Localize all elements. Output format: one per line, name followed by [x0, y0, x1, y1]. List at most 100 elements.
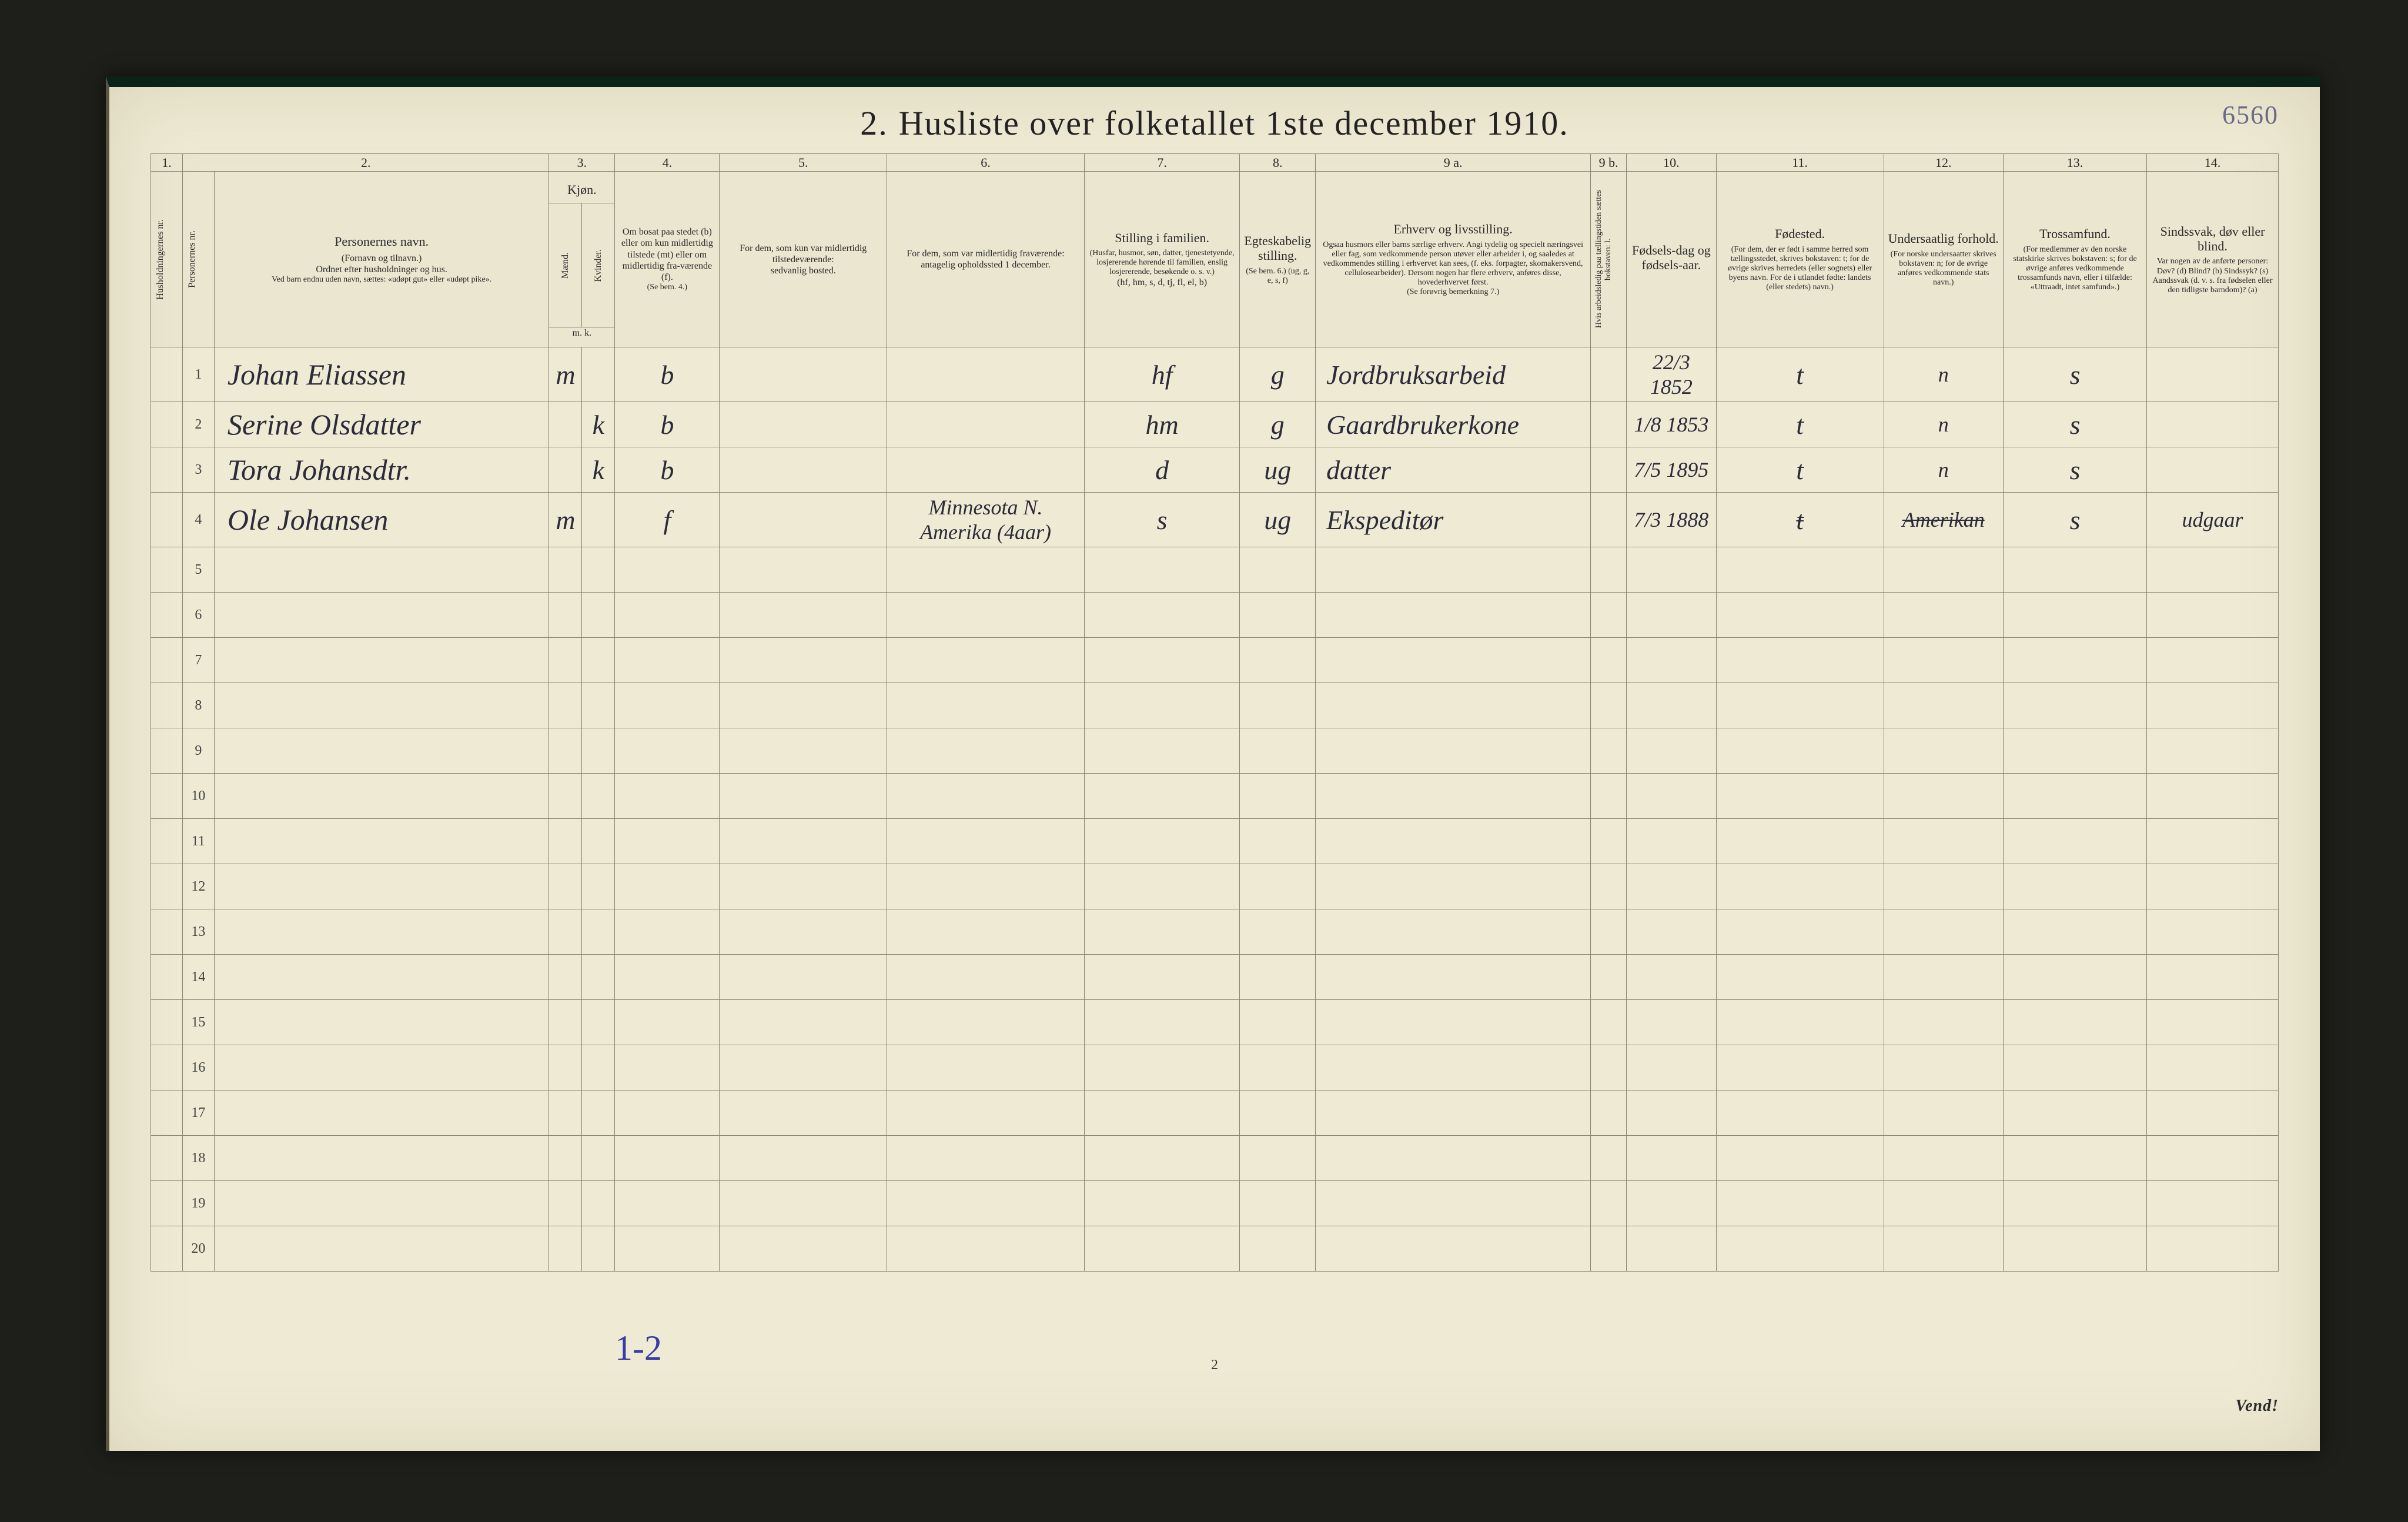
- cell-unemployed: [1591, 347, 1627, 402]
- cell-family-pos: [1084, 774, 1239, 819]
- cell-nationality: [1884, 728, 2003, 774]
- cell-away: [887, 1136, 1085, 1181]
- cell-family-pos: [1084, 1181, 1239, 1226]
- cell-household-no: [151, 493, 183, 547]
- cell-marital: [1240, 1181, 1316, 1226]
- cell-unemployed: [1591, 819, 1627, 864]
- cell-birthplace: t: [1716, 493, 1884, 547]
- cell-family-pos: [1084, 638, 1239, 683]
- table-row: 9: [151, 728, 2279, 774]
- cell-sex-m: [549, 593, 582, 638]
- cell-residence: [615, 774, 720, 819]
- cell-residence: [615, 1045, 720, 1091]
- cell-birth: [1627, 864, 1717, 909]
- cell-birthplace: [1716, 593, 1884, 638]
- cell-religion: [2003, 683, 2146, 728]
- cell-occupation: [1316, 1136, 1591, 1181]
- cell-name: Johan Eliassen: [214, 347, 549, 402]
- cell-occupation: [1316, 955, 1591, 1000]
- table-row: 5: [151, 547, 2279, 593]
- colnum-11: 11.: [1716, 154, 1884, 172]
- cell-nationality: [1884, 1226, 2003, 1272]
- table-row: 19: [151, 1181, 2279, 1226]
- cell-birth: [1627, 1181, 1717, 1226]
- cell-away: [887, 728, 1085, 774]
- cell-infirmity: [2147, 402, 2279, 447]
- table-row: 2Serine OlsdatterkbhmgGaardbrukerkone1/8…: [151, 402, 2279, 447]
- pencil-annotation-topright: 6560: [2222, 100, 2279, 130]
- cell-nationality: n: [1884, 447, 2003, 493]
- cell-name: [214, 774, 549, 819]
- cell-religion: [2003, 864, 2146, 909]
- cell-away: [887, 774, 1085, 819]
- title-leadnum: 2.: [860, 104, 888, 142]
- table-row: 8: [151, 683, 2279, 728]
- cell-usual: [720, 347, 887, 402]
- cell-residence: b: [615, 447, 720, 493]
- cell-person-no: 2: [182, 402, 214, 447]
- cell-birth: 1/8 1853: [1627, 402, 1717, 447]
- cell-marital: [1240, 774, 1316, 819]
- cell-religion: s: [2003, 402, 2146, 447]
- table-row: 13: [151, 909, 2279, 955]
- cell-unemployed: [1591, 864, 1627, 909]
- cell-marital: [1240, 1045, 1316, 1091]
- hdr-sex: Kjøn. Mænd. Kvinder. m. k.: [549, 172, 615, 347]
- cell-usual: [720, 402, 887, 447]
- cell-person-no: 11: [182, 819, 214, 864]
- cell-usual: [720, 683, 887, 728]
- cell-household-no: [151, 1091, 183, 1136]
- hdr-name: Personernes navn. (Fornavn og tilnavn.) …: [214, 172, 549, 347]
- cell-birth: 22/3 1852: [1627, 347, 1717, 402]
- cell-residence: [615, 728, 720, 774]
- cell-residence: [615, 1226, 720, 1272]
- cell-infirmity: [2147, 1091, 2279, 1136]
- cell-occupation: [1316, 638, 1591, 683]
- cell-household-no: [151, 1045, 183, 1091]
- cell-sex-k: [582, 1091, 615, 1136]
- cell-birth: [1627, 909, 1717, 955]
- cell-birthplace: [1716, 819, 1884, 864]
- cell-infirmity: [2147, 728, 2279, 774]
- cell-sex-k: [582, 493, 615, 547]
- cell-usual: [720, 728, 887, 774]
- cell-sex-k: k: [582, 402, 615, 447]
- cell-name: [214, 638, 549, 683]
- cell-birth: [1627, 1045, 1717, 1091]
- cell-occupation: [1316, 547, 1591, 593]
- cell-residence: [615, 909, 720, 955]
- hdr-household-no: Husholdningernes nr.: [151, 172, 183, 347]
- hdr-birthdate: Fødsels-dag og fødsels-aar.: [1627, 172, 1717, 347]
- cell-occupation: datter: [1316, 447, 1591, 493]
- cell-family-pos: [1084, 819, 1239, 864]
- cell-name: [214, 1000, 549, 1045]
- hdr-unemployed: Hvis arbeidsledig paa tællingstiden sætt…: [1591, 172, 1627, 347]
- cell-usual: [720, 1091, 887, 1136]
- cell-nationality: [1884, 819, 2003, 864]
- page-title: 2.Husliste over folketallet 1ste decembe…: [109, 103, 2320, 143]
- cell-birthplace: [1716, 1045, 1884, 1091]
- cell-residence: [615, 955, 720, 1000]
- colnum-13: 13.: [2003, 154, 2146, 172]
- cell-sex-k: [582, 819, 615, 864]
- cell-away: [887, 683, 1085, 728]
- cell-sex-k: [582, 728, 615, 774]
- cell-nationality: [1884, 547, 2003, 593]
- cell-occupation: [1316, 909, 1591, 955]
- column-label-row: Husholdningernes nr. Personernes nr. Per…: [151, 172, 2279, 347]
- table-row: 1Johan EliassenmbhfgJordbruksarbeid22/3 …: [151, 347, 2279, 402]
- cell-person-no: 3: [182, 447, 214, 493]
- cell-marital: [1240, 638, 1316, 683]
- table-row: 17: [151, 1091, 2279, 1136]
- cell-occupation: Jordbruksarbeid: [1316, 347, 1591, 402]
- cell-sex-m: [549, 819, 582, 864]
- cell-away: [887, 402, 1085, 447]
- cell-occupation: Gaardbrukerkone: [1316, 402, 1591, 447]
- cell-birth: [1627, 593, 1717, 638]
- cell-residence: [615, 1091, 720, 1136]
- cell-birth: [1627, 728, 1717, 774]
- cell-infirmity: [2147, 909, 2279, 955]
- cell-usual: [720, 638, 887, 683]
- cell-residence: [615, 1181, 720, 1226]
- cell-sex-m: [549, 1136, 582, 1181]
